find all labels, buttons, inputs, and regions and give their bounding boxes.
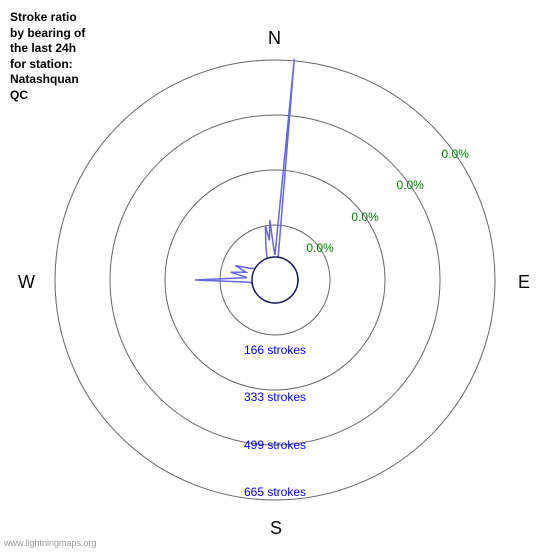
cardinal-s: S <box>270 518 282 539</box>
cardinal-w: W <box>18 272 35 293</box>
stroke-label-0: 166 strokes <box>244 343 306 357</box>
cardinal-e: E <box>518 272 530 293</box>
percent-label-0: 0.0% <box>306 241 333 255</box>
percent-label-2: 0.0% <box>396 178 423 192</box>
polar-chart: N E S W 0.0% 0.0% 0.0% 0.0% 166 strokes 333 str… <box>0 0 550 550</box>
stroke-label-1: 333 strokes <box>244 390 306 404</box>
percent-label-3: 0.0% <box>442 147 469 161</box>
chart-svg <box>0 0 550 550</box>
stroke-label-2: 499 strokes <box>244 438 306 452</box>
cardinal-n: N <box>268 28 281 49</box>
stroke-label-3: 665 strokes <box>244 485 306 499</box>
percent-label-1: 0.0% <box>351 210 378 224</box>
